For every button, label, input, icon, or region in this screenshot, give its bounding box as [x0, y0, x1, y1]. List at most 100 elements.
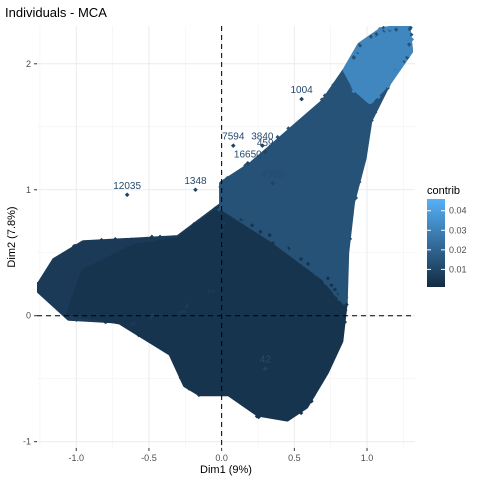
- data-point: [409, 37, 415, 42]
- data-point: [124, 246, 130, 251]
- point-label: 4595: [261, 169, 284, 180]
- data-point: [104, 319, 109, 324]
- data-point: [239, 170, 244, 176]
- legend-colorbar: [427, 199, 445, 287]
- data-point: [329, 283, 334, 288]
- data-point: [353, 195, 359, 201]
- data-point: [44, 294, 49, 299]
- data-point: [333, 349, 339, 355]
- data-point: [73, 247, 79, 253]
- data-point: [243, 220, 248, 225]
- data-point: [178, 375, 184, 381]
- data-point: [178, 309, 183, 315]
- data-point: [406, 32, 411, 37]
- data-point: [85, 269, 90, 275]
- data-point: [208, 390, 214, 396]
- data-point: [38, 284, 44, 289]
- data-point: [378, 27, 383, 33]
- data-point: [325, 276, 331, 281]
- data-point: [374, 32, 379, 37]
- data-point: [309, 110, 314, 115]
- data-point: [333, 292, 339, 298]
- data-point: [388, 26, 393, 32]
- data-point: [310, 394, 315, 399]
- data-point: [406, 42, 412, 47]
- data-point: [337, 297, 342, 302]
- point-label: 3840: [251, 132, 274, 143]
- data-point: [268, 146, 273, 152]
- data-point: [369, 99, 375, 104]
- data-point: [186, 386, 192, 391]
- data-point: [360, 41, 365, 46]
- data-point: [256, 414, 261, 420]
- data-point: [363, 125, 369, 130]
- data-point: [351, 55, 357, 60]
- data-point: [274, 412, 279, 418]
- data-point: [409, 32, 414, 37]
- data-point: [133, 237, 138, 242]
- legend-title: contrib: [427, 185, 460, 197]
- data-point: [285, 414, 291, 419]
- data-point: [351, 88, 356, 94]
- x-axis-label: Dim1 (9%): [200, 464, 252, 476]
- data-point: [405, 55, 410, 60]
- data-point: [192, 222, 197, 227]
- data-point: [309, 399, 314, 404]
- data-point: [347, 236, 353, 242]
- point-cloud: [37, 26, 415, 422]
- data-point: [182, 231, 188, 236]
- data-point: [219, 228, 225, 233]
- data-point: [132, 245, 138, 251]
- data-point: [67, 308, 73, 314]
- data-point: [157, 234, 163, 240]
- data-point: [346, 71, 351, 76]
- data-point: [131, 325, 137, 331]
- data-point: [270, 241, 276, 246]
- data-point: [275, 134, 280, 140]
- data-point: [387, 76, 393, 82]
- data-point: [322, 93, 328, 98]
- data-point: [225, 175, 230, 181]
- data-point: [217, 207, 222, 212]
- point-label: 42: [260, 355, 272, 366]
- data-point: [37, 281, 39, 286]
- data-point: [37, 287, 39, 292]
- data-point: [338, 324, 343, 329]
- data-point: [126, 249, 132, 255]
- point-label: 12035: [113, 181, 141, 192]
- data-point: [194, 386, 199, 391]
- data-point: [371, 33, 377, 38]
- data-point: [190, 385, 196, 391]
- data-point: [319, 97, 325, 102]
- data-point: [256, 225, 262, 231]
- data-point: [71, 300, 76, 305]
- data-point: [48, 300, 54, 305]
- y-axis-label: Dim2 (7.8%): [6, 206, 18, 267]
- point-cloud-lower-core: [66, 204, 348, 422]
- data-point: [331, 82, 336, 88]
- data-point: [197, 391, 202, 396]
- data-point: [61, 310, 67, 316]
- x-axis-ticks: -1.0 -0.5 0.0 0.5 1.0: [68, 448, 373, 463]
- data-point: [213, 391, 218, 396]
- data-point: [239, 215, 245, 220]
- data-point: [96, 240, 101, 246]
- data-point: [262, 149, 268, 155]
- data-point: [401, 26, 407, 32]
- point-label: 7594: [222, 132, 245, 143]
- y-tick-label: 0: [26, 311, 31, 321]
- data-point: [71, 310, 76, 315]
- data-point: [393, 68, 399, 74]
- data-point: [155, 239, 161, 244]
- data-point: [196, 219, 201, 224]
- data-point: [218, 390, 224, 395]
- data-point: [351, 85, 356, 91]
- data-point: [124, 192, 130, 198]
- data-point: [393, 27, 399, 32]
- data-point: [73, 243, 78, 249]
- data-point: [406, 53, 411, 58]
- data-point: [175, 358, 181, 364]
- x-tick-label: 1.0: [361, 453, 374, 463]
- data-point: [167, 350, 173, 355]
